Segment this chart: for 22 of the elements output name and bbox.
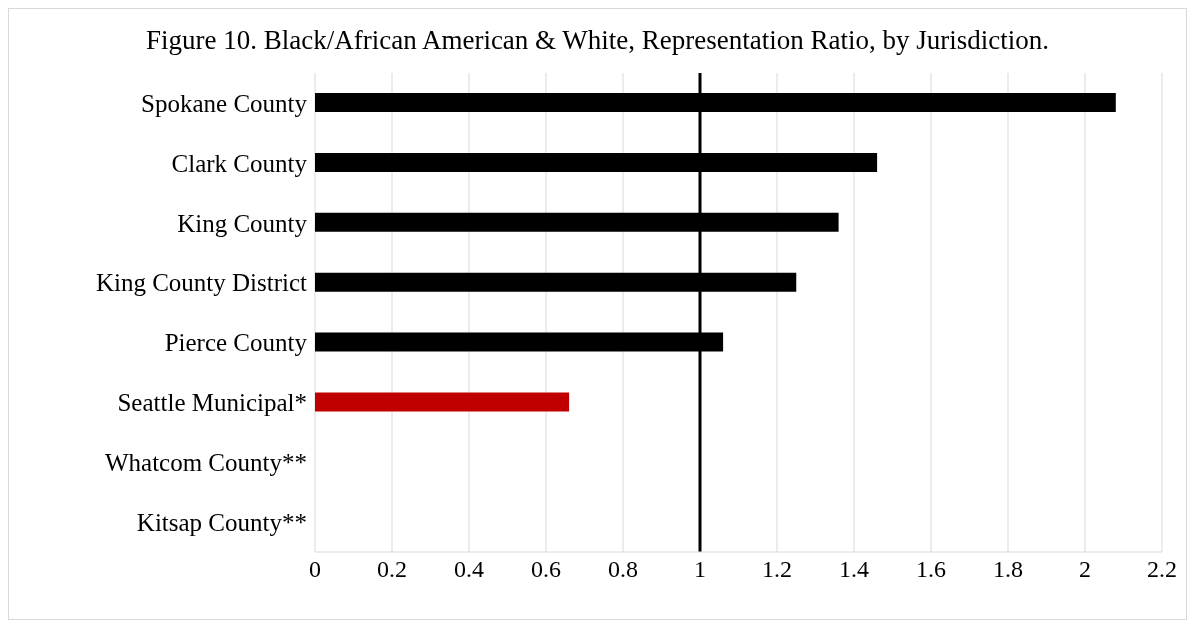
x-tick-label: 2.2 (1147, 556, 1177, 583)
y-tick-label: Whatcom County** (104, 449, 307, 477)
y-tick-label: Seattle Municipal* (117, 389, 307, 417)
x-tick-label: 1.8 (993, 556, 1023, 583)
x-tick-label: 1 (694, 556, 706, 583)
y-tick-label: King County (177, 209, 308, 237)
x-tick-label: 2 (1079, 556, 1091, 583)
x-tick-label: 0.6 (531, 556, 561, 583)
y-tick-label: Pierce County (164, 329, 308, 357)
chart-title: Figure 10. Black/African American & White, Representation Ratio, by Jurisdiction. (144, 24, 1051, 57)
bar (315, 392, 570, 412)
x-tick-label: 0 (309, 556, 321, 583)
x-tick-label: 0.4 (454, 556, 484, 583)
y-tick-label: King County District (95, 269, 308, 297)
y-tick-label: Kitsap County** (136, 508, 307, 536)
x-tick-label: 0.8 (608, 556, 638, 583)
y-tick-label: Clark County (171, 149, 308, 177)
x-tick-label: 0.2 (377, 556, 407, 583)
x-tick-label: 1.2 (762, 556, 792, 583)
y-tick-label: Spokane County (141, 89, 308, 117)
x-tick-label: 1.6 (916, 556, 946, 583)
x-tick-label: 1.4 (839, 556, 869, 583)
